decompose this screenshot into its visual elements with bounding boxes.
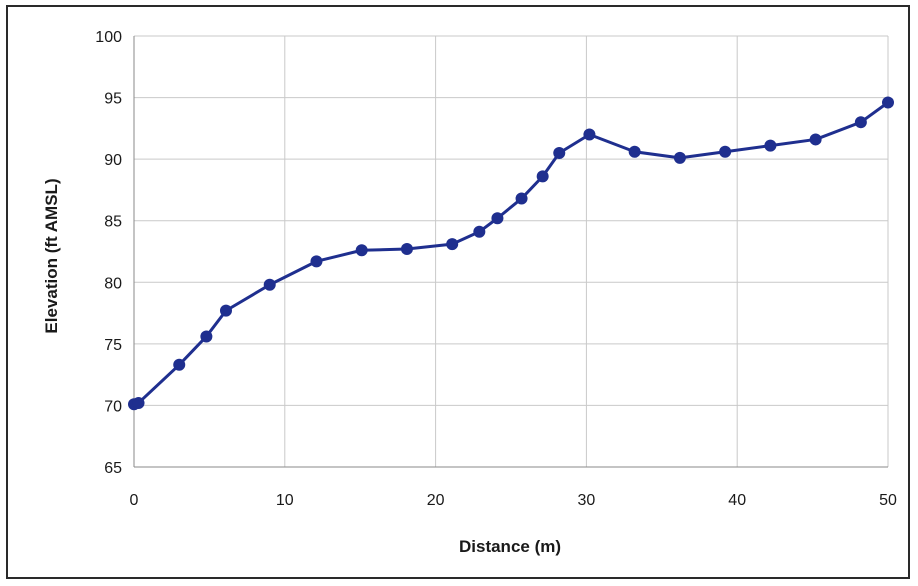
x-axis-title: Distance (m)	[459, 537, 561, 556]
data-point	[719, 145, 732, 158]
y-tick-label: 90	[104, 152, 122, 169]
y-tick-label: 75	[104, 337, 122, 354]
grid-lines	[133, 35, 889, 468]
data-point	[446, 238, 459, 251]
data-point	[355, 244, 368, 257]
data-point	[553, 146, 566, 159]
y-tick-label: 100	[95, 29, 122, 46]
x-tick-label: 20	[427, 492, 445, 509]
data-point	[536, 170, 549, 183]
data-point	[173, 358, 186, 371]
axes	[133, 36, 888, 468]
x-tick-label: 30	[578, 492, 596, 509]
x-tick-label: 0	[130, 492, 139, 509]
data-point	[132, 396, 145, 409]
data-point	[263, 278, 276, 291]
series-group	[128, 96, 894, 411]
data-point	[473, 225, 486, 238]
data-point	[673, 151, 686, 164]
data-point	[583, 128, 596, 141]
data-point	[515, 192, 528, 205]
data-point	[882, 96, 894, 109]
data-point	[219, 304, 232, 317]
y-tick-label: 80	[104, 275, 122, 292]
data-point	[400, 243, 413, 256]
y-tick-label: 95	[104, 91, 122, 108]
y-tick-label: 70	[104, 398, 122, 415]
y-tick-labels: 65 70 75 80 85 90 95 100	[95, 29, 122, 477]
data-point	[491, 212, 504, 225]
data-point	[628, 145, 641, 158]
chart-frame	[6, 5, 910, 579]
data-point	[200, 330, 213, 343]
data-point	[809, 133, 822, 146]
data-point	[764, 139, 777, 152]
x-tick-label: 50	[879, 492, 897, 509]
data-point	[854, 116, 867, 129]
data-point	[310, 255, 323, 268]
y-axis-title: Elevation (ft AMSL)	[42, 178, 61, 333]
y-tick-label: 65	[104, 460, 122, 477]
x-tick-labels: 0 10 20 30 40 50	[130, 492, 897, 509]
x-tick-label: 40	[728, 492, 746, 509]
x-tick-label: 10	[276, 492, 294, 509]
y-tick-label: 85	[104, 214, 122, 231]
